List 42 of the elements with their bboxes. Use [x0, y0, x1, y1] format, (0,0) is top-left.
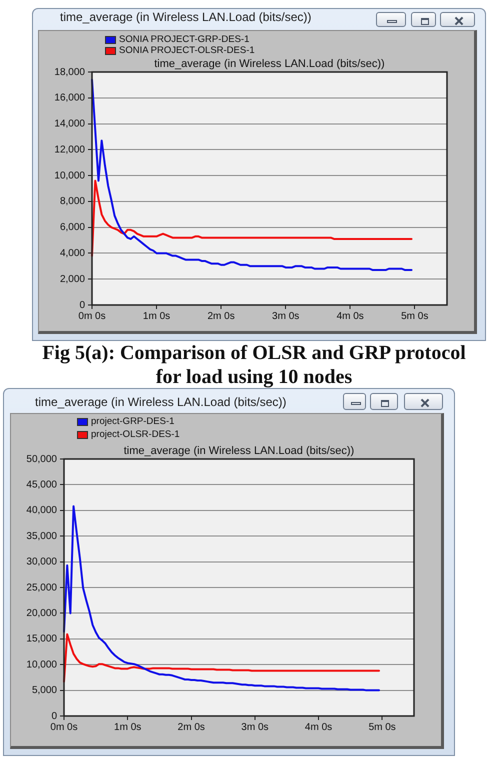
y-tick-label: 35,000 [26, 530, 58, 542]
y-tick-label: 2,000 [60, 274, 86, 285]
legend-label: project-OLSR-DES-1 [91, 429, 180, 441]
x-tick-label: 2m 0s [178, 722, 205, 733]
chart-title: time_average (in Wireless LAN.Load (bits/sec)) [35, 394, 286, 410]
y-tick-label: 0 [51, 710, 58, 722]
chart-subtitle: time_average (in Wireless LAN.Load (bits/sec)) [154, 58, 385, 70]
y-tick-label: 45,000 [26, 479, 58, 490]
chart-title: time_average (in Wireless LAN.Load (bits/sec)) [60, 9, 312, 25]
y-tick-label: 30,000 [26, 556, 58, 568]
y-tick-label: 8,000 [60, 196, 86, 208]
x-tick-label: 3m 0s [241, 722, 269, 733]
caption: Fig 5(a): Comparison of OLSR and GRP protocol for load using 10 nodes [41, 341, 467, 389]
y-tick-label: 12,000 [54, 144, 86, 156]
y-tick-label: 16,000 [54, 92, 86, 104]
x-tick-label: 3m 0s [272, 310, 300, 322]
legend-label: project-GRP-DES-1 [91, 416, 174, 428]
x-tick-label: 1m 0s [114, 722, 142, 733]
legend-label: SONIA PROJECT-GRP-DES-1 [119, 34, 250, 46]
y-tick-label: 10,000 [26, 659, 58, 670]
legend-label: SONIA PROJECT-OLSR-DES-1 [119, 45, 255, 57]
x-tick-label: 4m 0s [304, 722, 332, 733]
y-tick-label: 0 [79, 300, 86, 311]
y-tick-label: 15,000 [26, 634, 58, 645]
y-tick-label: 20,000 [26, 608, 58, 619]
y-tick-label: 4,000 [60, 248, 86, 259]
y-tick-label: 5,000 [32, 685, 58, 696]
y-tick-label: 14,000 [54, 118, 86, 130]
x-tick-label: 4m 0s [336, 310, 364, 322]
x-tick-label: 5m 0s [368, 722, 396, 733]
y-tick-label: 50,000 [26, 454, 58, 465]
y-tick-label: 40,000 [26, 505, 58, 516]
chart-subtitle: time_average (in Wireless LAN.Load (bits/sec)) [124, 445, 354, 457]
x-tick-label: 2m 0s [207, 310, 235, 322]
x-tick-label: 5m 0s [401, 310, 428, 322]
y-tick-label: 10,000 [54, 170, 86, 182]
y-tick-label: 25,000 [26, 582, 58, 594]
y-tick-label: 18,000 [54, 66, 86, 78]
x-tick-label: 0m 0s [78, 310, 106, 322]
x-tick-label: 1m 0s [142, 310, 170, 322]
y-tick-label: 6,000 [60, 222, 86, 234]
x-tick-label: 0m 0s [50, 722, 78, 733]
